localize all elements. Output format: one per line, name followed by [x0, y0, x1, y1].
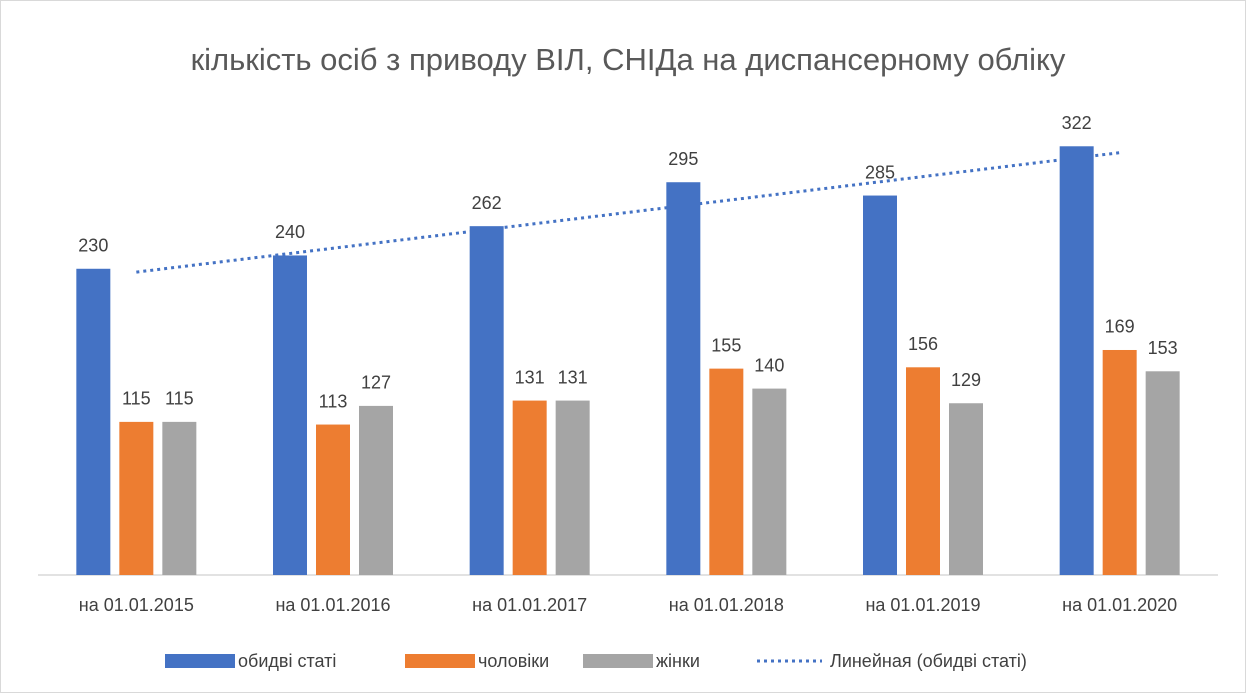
- x-tick-label: на 01.01.2020: [1062, 595, 1177, 615]
- bar: [316, 424, 350, 575]
- value-label: 153: [1148, 338, 1178, 358]
- bar: [752, 388, 787, 575]
- bar: [1145, 371, 1180, 575]
- chart-title: кількість осіб з приводу ВІЛ, СНІДа на д…: [191, 42, 1066, 77]
- bar: [273, 255, 307, 575]
- legend-label: Линейная (обидві статі): [830, 651, 1027, 671]
- bar: [555, 400, 590, 575]
- value-label: 127: [361, 373, 391, 393]
- value-label: 115: [165, 389, 194, 409]
- value-label: 129: [951, 370, 981, 390]
- bar: [709, 368, 744, 575]
- bar: [76, 268, 111, 575]
- x-tick-label: на 01.01.2019: [865, 595, 980, 615]
- value-label: 295: [668, 149, 698, 169]
- legend-swatch: [583, 654, 653, 668]
- bar: [906, 367, 940, 575]
- bar: [512, 400, 547, 575]
- value-label: 113: [319, 391, 348, 411]
- bar: [949, 403, 983, 575]
- value-label: 169: [1105, 317, 1135, 337]
- bar: [666, 182, 701, 575]
- value-label: 156: [908, 334, 938, 354]
- x-tick-label: на 01.01.2018: [669, 595, 784, 615]
- value-label: 131: [515, 367, 545, 387]
- legend-label: жінки: [656, 651, 700, 671]
- value-label: 322: [1062, 113, 1092, 133]
- value-label: 230: [78, 236, 108, 256]
- bar: [359, 405, 393, 575]
- bar: [162, 421, 197, 575]
- bar: [863, 195, 897, 576]
- value-label: 285: [865, 162, 895, 182]
- value-label: 140: [754, 355, 784, 375]
- legend-label: обидві статі: [238, 651, 336, 671]
- value-label: 240: [275, 222, 305, 242]
- value-label: 155: [711, 335, 741, 355]
- bar: [469, 226, 504, 575]
- x-tick-label: на 01.01.2016: [275, 595, 390, 615]
- x-tick-label: на 01.01.2015: [79, 595, 194, 615]
- legend-swatch: [165, 654, 235, 668]
- bar: [119, 421, 154, 575]
- legend-label: чоловіки: [478, 651, 549, 671]
- value-label: 115: [122, 389, 151, 409]
- bar: [1059, 146, 1094, 575]
- x-tick-label: на 01.01.2017: [472, 595, 587, 615]
- legend-swatch: [405, 654, 475, 668]
- bar: [1102, 349, 1137, 575]
- value-label: 262: [472, 193, 502, 213]
- value-label: 131: [558, 367, 588, 387]
